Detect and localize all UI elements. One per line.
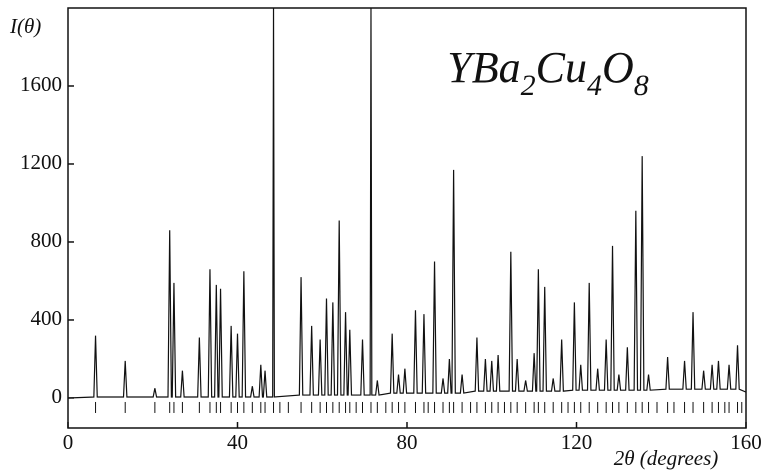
x-axis-label: 2θ (degrees) <box>614 446 719 470</box>
x-tick-label: 40 <box>227 430 248 454</box>
chart-title: YBa2Cu4O8 <box>447 43 649 102</box>
y-tick-label: 1600 <box>20 72 62 96</box>
y-axis-label: I(θ) <box>9 14 41 38</box>
y-tick-label: 800 <box>31 228 63 252</box>
x-tick-label: 80 <box>397 430 418 454</box>
y-tick-label: 400 <box>31 306 63 330</box>
x-tick-label: 160 <box>730 430 762 454</box>
y-tick-label: 0 <box>52 384 63 408</box>
x-tick-label: 120 <box>561 430 593 454</box>
y-tick-label: 1200 <box>20 150 62 174</box>
x-tick-label: 0 <box>63 430 74 454</box>
pattern-line <box>68 8 746 399</box>
